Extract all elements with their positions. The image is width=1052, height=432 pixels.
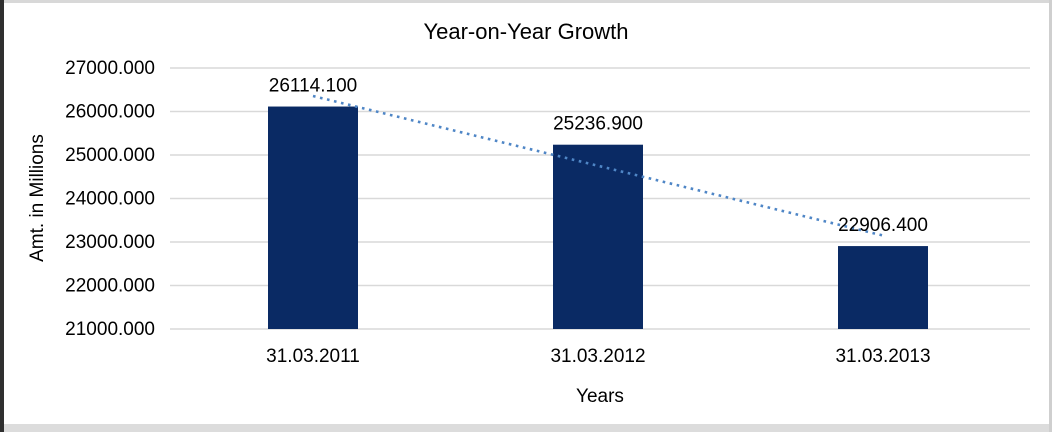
- y-tick-label: 26000.000: [65, 102, 155, 123]
- data-label: 25236.900: [553, 114, 643, 135]
- y-tick-label: 27000.000: [65, 58, 155, 79]
- frame-border-right: [1049, 0, 1052, 432]
- bar: [268, 106, 358, 329]
- y-tick-label: 22000.000: [65, 276, 155, 297]
- data-label: 26114.100: [269, 76, 357, 97]
- x-category-label: 31.03.2012: [550, 346, 645, 367]
- x-axis-title: Years: [576, 386, 624, 407]
- x-category-label: 31.03.2011: [266, 346, 360, 367]
- bar: [838, 246, 928, 329]
- frame-border-left: [0, 0, 4, 432]
- y-tick-label: 21000.000: [65, 319, 155, 340]
- y-tick-label: 25000.000: [65, 145, 155, 166]
- bar: [553, 144, 643, 329]
- y-tick-label: 24000.000: [65, 189, 155, 210]
- data-label: 22906.400: [838, 215, 928, 236]
- frame-border-bottom: [4, 424, 1049, 432]
- x-category-label: 31.03.2013: [835, 346, 930, 367]
- chart-title: Year-on-Year Growth: [423, 19, 629, 44]
- y-tick-label: 23000.000: [65, 232, 155, 253]
- frame-border-top: [0, 0, 1052, 3]
